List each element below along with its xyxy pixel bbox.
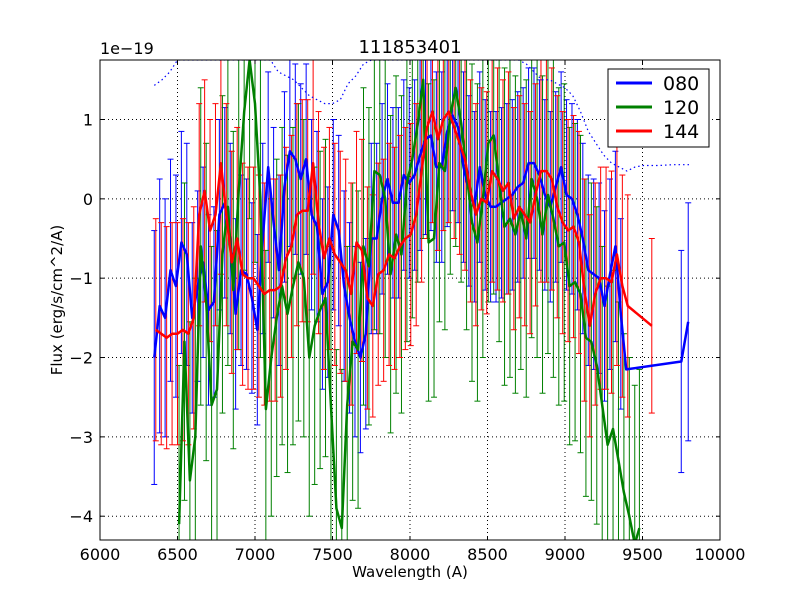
y-tick-label: −3 [69, 428, 93, 447]
y-tick-label: −1 [69, 269, 93, 288]
x-axis-label: Wavelength (A) [352, 563, 468, 581]
series-line-120 [177, 60, 641, 540]
x-tick-label: 8000 [390, 545, 431, 564]
x-tick-label: 7000 [235, 545, 276, 564]
x-tick-label: 6000 [80, 545, 121, 564]
legend-label-120: 120 [663, 97, 699, 119]
ticks: 6000 6500 7000 7500 8000 8500 9000 9500 10000 −4 −… [69, 60, 745, 564]
series-lines [153, 60, 690, 540]
y-tick-label: −2 [69, 349, 93, 368]
x-tick-label: 10000 [695, 545, 746, 564]
y-tick-label: 0 [83, 190, 93, 209]
x-tick-label: 9500 [622, 545, 663, 564]
plot-frame [99, 59, 721, 541]
x-tick-label: 8500 [467, 545, 508, 564]
x-tick-label: 6500 [157, 545, 198, 564]
chart-title: 111853401 [358, 37, 461, 58]
legend-label-080: 080 [663, 73, 699, 95]
offset-text: 1e−19 [100, 39, 154, 58]
y-tick-label: 1 [83, 111, 93, 130]
legend-label-144: 144 [663, 121, 699, 143]
reference-line [153, 60, 689, 172]
series-line-144 [155, 110, 653, 339]
x-tick-label: 9000 [545, 545, 586, 564]
series-line-080 [153, 114, 690, 371]
y-axis-label: Flux (erg/s/cm^2/A) [48, 225, 66, 376]
x-tick-label: 7500 [312, 545, 353, 564]
y-tick-label: −4 [69, 507, 93, 526]
